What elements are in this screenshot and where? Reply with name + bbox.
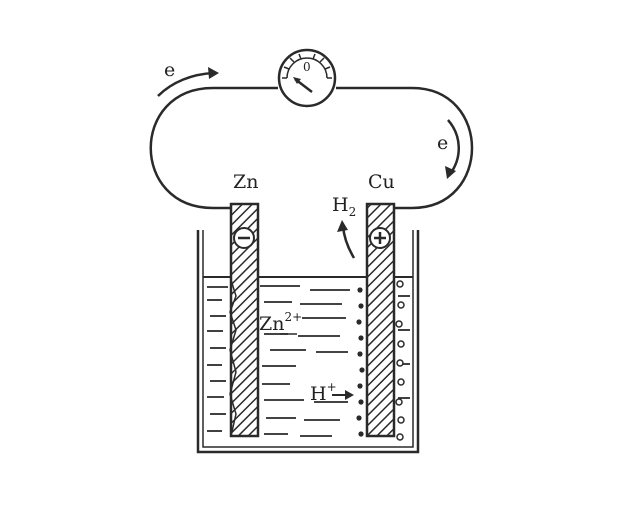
copper-electrode: [365, 202, 396, 438]
electron-label-right: e: [437, 132, 448, 154]
gas-arrow: [341, 225, 356, 259]
galvanometer: 0: [277, 48, 337, 108]
cathode-label: Cu: [368, 171, 395, 193]
electrolyte-dashes: [207, 285, 410, 437]
external-circuit-wire: [149, 86, 278, 210]
electron-label-top: e: [164, 59, 175, 81]
zinc-electrode: [229, 202, 260, 438]
beaker: [196, 230, 420, 454]
zinc-ion-label: Zn2+: [259, 310, 302, 335]
hydrogen-bubbles: [356, 287, 365, 437]
meter-zero-label: 0: [303, 60, 311, 74]
external-circuit-wire-right: [336, 86, 474, 210]
electron-arrow-right: [447, 119, 460, 175]
hydrogen-bubbles-right: [395, 280, 405, 441]
meter-scale-ticks: [282, 53, 332, 79]
hydrogen-gas-label: H2: [332, 194, 356, 219]
electron-arrow-top-head: [208, 67, 219, 79]
electron-arrow-right-head: [445, 166, 456, 179]
gas-arrow-head: [337, 220, 348, 232]
proton-label: H+: [310, 380, 337, 405]
anode-label: Zn: [233, 171, 258, 193]
